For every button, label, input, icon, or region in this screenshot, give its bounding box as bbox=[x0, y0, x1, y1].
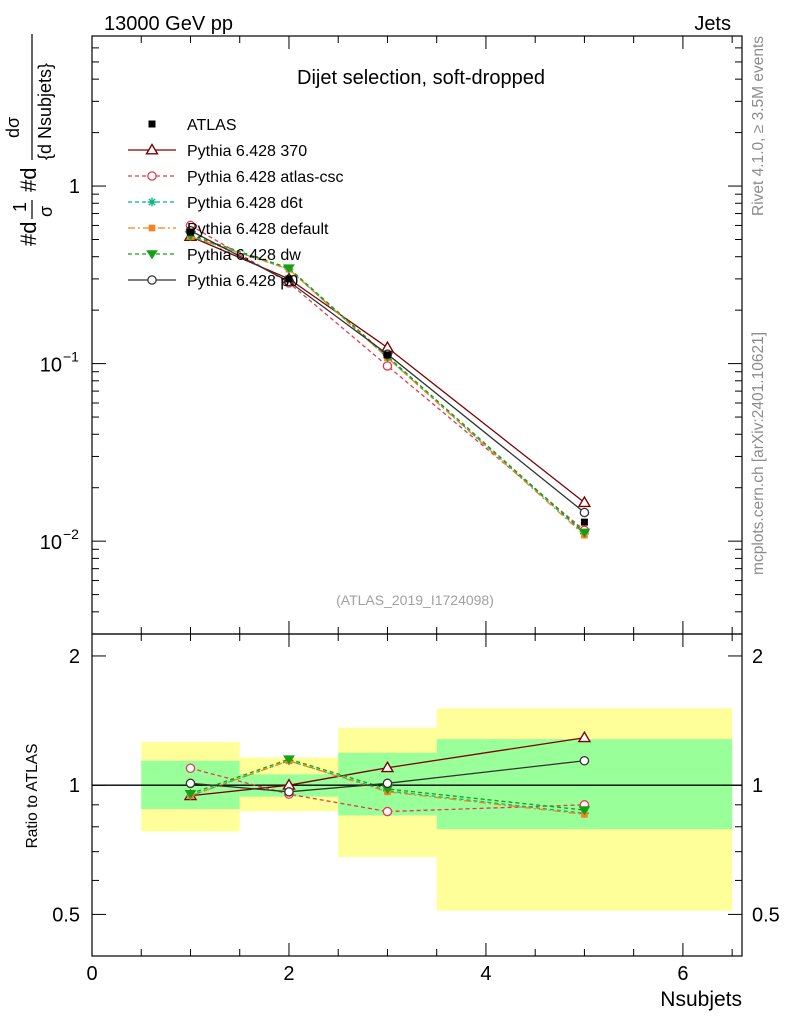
main-point-s5-3 bbox=[579, 507, 590, 518]
legend-marker-atlas bbox=[148, 120, 156, 128]
main-point-s4-3 bbox=[578, 528, 591, 538]
x-tick-label-0: 0 bbox=[86, 963, 97, 985]
x-tick-label-2: 4 bbox=[480, 963, 491, 985]
ratio-y-axis-label: Ratio to ATLAS bbox=[24, 744, 41, 849]
main-point-s0-3 bbox=[577, 495, 592, 508]
ylabel-frac2-num: dσ bbox=[3, 117, 23, 138]
legend-label-0: Pythia 6.428 370 bbox=[187, 143, 307, 160]
atlas-data-point-1 bbox=[285, 275, 293, 283]
ratio-point-s0-2 bbox=[380, 760, 395, 773]
ratio-y-tick-left-2: 0.5 bbox=[52, 904, 80, 926]
ylabel-frac2-den: {d Nsubjets} bbox=[35, 63, 55, 160]
ratio-y-tick-right-1: 1 bbox=[752, 775, 763, 797]
ratio-point-s4-0 bbox=[184, 789, 197, 800]
main-series-lines bbox=[183, 220, 592, 539]
atlas-data-point-3 bbox=[580, 518, 588, 526]
ratio-point-s5-0 bbox=[185, 778, 196, 789]
x-tick-label-1: 2 bbox=[283, 963, 294, 985]
main-y-tick-label-0: 1 bbox=[69, 176, 80, 198]
atlas-data-point-0 bbox=[186, 228, 194, 236]
legend-marker-3 bbox=[148, 224, 156, 232]
chart-title: Dijet selection, soft-dropped bbox=[297, 67, 545, 89]
ratio-point-s4-3 bbox=[578, 806, 591, 816]
legend-marker-4 bbox=[146, 250, 158, 260]
main-y-axis-label: #d 1 σ #d dσ {d Nsubjets} bbox=[3, 34, 56, 246]
main-y-tick-exp-2: −2 bbox=[63, 526, 79, 542]
ratio-point-s1-0 bbox=[185, 763, 196, 774]
mcplots-label: mcplots.cern.ch [arXiv:2401.10621] bbox=[750, 332, 767, 575]
legend-label-3: Pythia 6.428 default bbox=[187, 221, 329, 238]
legend-marker-5 bbox=[147, 275, 157, 285]
ylabel-outer: #d bbox=[16, 222, 41, 246]
legend-label-5: Pythia 6.428 p0 bbox=[187, 273, 298, 290]
legend-marker-1 bbox=[147, 171, 157, 181]
ratio-line-series-4 bbox=[190, 758, 585, 811]
main-point-s4-1 bbox=[283, 264, 295, 274]
analysis-watermark: (ATLAS_2019_I1724098) bbox=[336, 592, 494, 608]
main-y-tick-label-2: 10 −2 bbox=[40, 526, 79, 554]
ratio-y-tick-left-1: 1 bbox=[69, 775, 80, 797]
ratio-line-series-5 bbox=[190, 760, 585, 793]
main-point-s1-2 bbox=[382, 361, 393, 371]
header-energy: 13000 GeV pp bbox=[104, 13, 233, 35]
ratio-point-s5-1 bbox=[284, 787, 294, 797]
legend-label-atlas: ATLAS bbox=[187, 117, 237, 134]
legend-label-1: Pythia 6.428 atlas-csc bbox=[187, 169, 344, 186]
main-y-tick-exp-1: −1 bbox=[63, 349, 79, 365]
ratio-y-tick-left-0: 2 bbox=[69, 646, 80, 668]
rivet-label: Rivet 4.1.0, ≥ 3.5M events bbox=[750, 36, 767, 216]
legend: ATLAS Pythia 6.428 370 Pythia 6.428 atlas-… bbox=[128, 117, 344, 290]
main-line-series-4 bbox=[190, 234, 585, 533]
ylabel-frac1-den: σ bbox=[36, 206, 56, 217]
ratio-series-lines bbox=[183, 730, 592, 818]
x-axis-label: Nsubjets bbox=[660, 988, 742, 1011]
ratio-point-s0-3 bbox=[577, 730, 592, 743]
ratio-point-s1-2 bbox=[382, 806, 393, 817]
atlas-data-point-2 bbox=[383, 351, 391, 359]
legend-label-2: Pythia 6.428 d6t bbox=[187, 195, 303, 212]
main-line-series-3 bbox=[190, 235, 585, 536]
main-y-tick-base-2: 10 bbox=[40, 532, 62, 554]
main-y-tick-base-1: 10 bbox=[40, 355, 62, 377]
ylabel-hash-d: #d bbox=[16, 168, 41, 192]
ratio-point-s5-2 bbox=[382, 778, 393, 789]
ratio-y-tick-right-0: 2 bbox=[752, 646, 763, 668]
ratio-line-series-1 bbox=[190, 767, 585, 813]
ratio-line-series-3 bbox=[190, 760, 585, 816]
main-line-series-5 bbox=[190, 230, 585, 514]
main-line-series-1 bbox=[190, 224, 585, 531]
ratio-point-s4-1 bbox=[283, 755, 295, 765]
legend-marker-2 bbox=[147, 197, 157, 207]
x-tick-label-3: 6 bbox=[677, 963, 688, 985]
main-y-tick-label-1: 10 −1 bbox=[40, 349, 79, 377]
ylabel-frac1-num: 1 bbox=[10, 202, 30, 212]
ratio-frame bbox=[91, 633, 743, 957]
main-y-tick-base-0: 1 bbox=[69, 176, 80, 198]
ratio-y-tick-right-2: 0.5 bbox=[752, 904, 780, 926]
ratio-uncertainty-bands bbox=[92, 708, 742, 911]
ratio-point-s5-3 bbox=[579, 755, 590, 766]
legend-label-4: Pythia 6.428 dw bbox=[187, 247, 301, 264]
header-category: Jets bbox=[694, 13, 731, 35]
legend-marker-0 bbox=[145, 143, 159, 155]
